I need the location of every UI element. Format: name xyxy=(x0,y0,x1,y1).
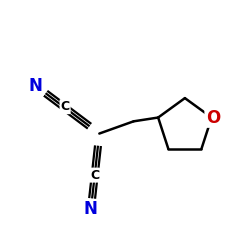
Text: C: C xyxy=(90,168,99,181)
Text: C: C xyxy=(60,100,70,113)
Text: N: N xyxy=(84,200,98,218)
Text: N: N xyxy=(29,77,43,95)
Text: O: O xyxy=(206,108,220,126)
